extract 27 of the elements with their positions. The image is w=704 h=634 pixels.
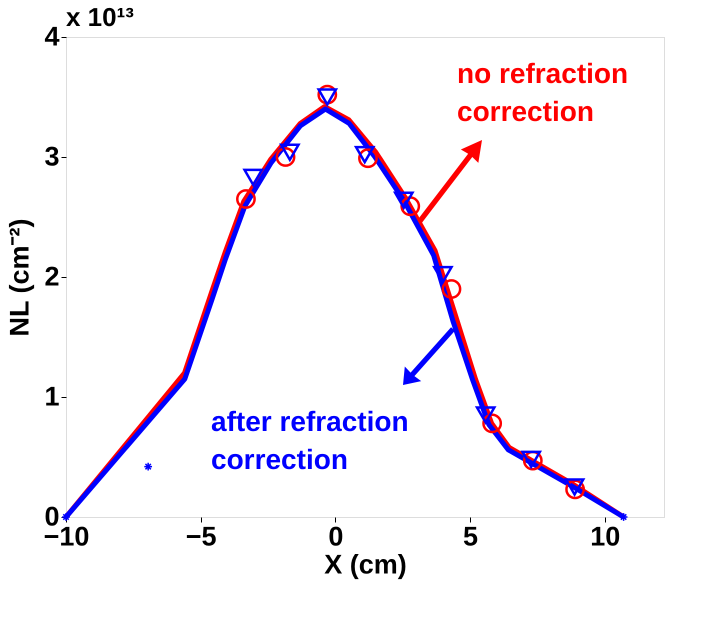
point: [442, 279, 462, 299]
x-tick-label: 10: [590, 522, 620, 552]
annotation: after refraction correction: [211, 406, 409, 475]
point: [236, 189, 256, 209]
x-tick-label: −5: [186, 522, 217, 552]
x-tick-label: 0: [328, 522, 344, 552]
annotation: no refraction correction: [457, 58, 628, 127]
point: [618, 512, 628, 522]
point: [317, 88, 338, 106]
point: [144, 462, 153, 472]
y-tick-label: 3: [44, 142, 60, 172]
point: [61, 512, 71, 522]
y-tick-label: 1: [44, 382, 60, 412]
point: [476, 406, 496, 424]
y-tick-label: 4: [44, 22, 60, 52]
point: [432, 266, 453, 284]
x-axis-title: X (cm): [324, 550, 407, 580]
point: [354, 146, 375, 164]
y-tick-label: 2: [44, 262, 60, 292]
point: [280, 143, 300, 161]
text: x 10¹³: [66, 2, 134, 32]
point: [358, 148, 378, 168]
point: [243, 168, 264, 186]
point: [564, 478, 584, 496]
point: [394, 191, 414, 209]
x-tick-label: 5: [463, 522, 478, 552]
y-axis-title: NL (cm⁻²): [4, 218, 34, 337]
